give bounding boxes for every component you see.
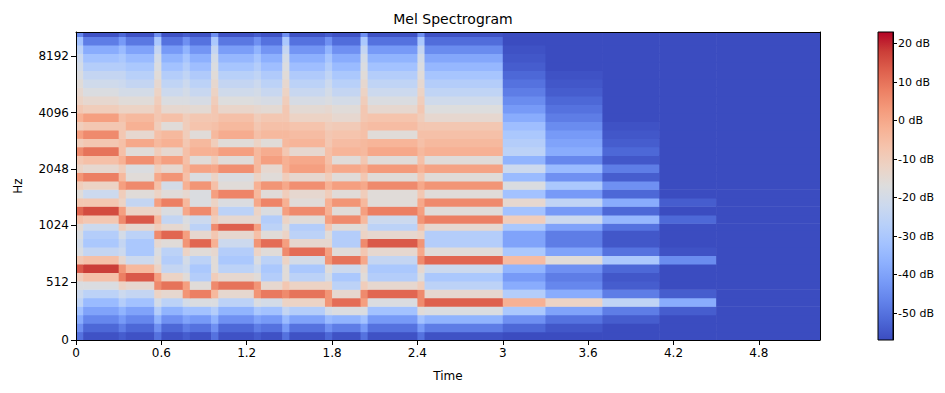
svg-text:-50 dB: -50 dB bbox=[898, 307, 934, 320]
svg-text:Time: Time bbox=[432, 369, 462, 383]
svg-text:0: 0 bbox=[72, 346, 80, 360]
svg-text:4096: 4096 bbox=[38, 106, 69, 120]
svg-text:20 dB: 20 dB bbox=[898, 37, 930, 50]
svg-text:-10 dB: -10 dB bbox=[898, 153, 934, 166]
svg-text:8192: 8192 bbox=[38, 49, 69, 63]
svg-text:4.2: 4.2 bbox=[664, 346, 683, 360]
svg-text:0 dB: 0 dB bbox=[898, 114, 923, 127]
svg-text:2.4: 2.4 bbox=[408, 346, 427, 360]
svg-text:-40 dB: -40 dB bbox=[898, 268, 934, 281]
svg-text:1024: 1024 bbox=[38, 218, 69, 232]
svg-text:0.6: 0.6 bbox=[152, 346, 171, 360]
svg-text:512: 512 bbox=[46, 275, 69, 289]
svg-text:1.2: 1.2 bbox=[237, 346, 256, 360]
svg-text:10 dB: 10 dB bbox=[898, 76, 930, 89]
svg-text:Hz: Hz bbox=[11, 178, 25, 193]
svg-text:4.8: 4.8 bbox=[749, 346, 768, 360]
svg-text:3.6: 3.6 bbox=[579, 346, 598, 360]
svg-text:-30 dB: -30 dB bbox=[898, 230, 934, 243]
svg-text:2048: 2048 bbox=[38, 162, 69, 176]
svg-text:-20 dB: -20 dB bbox=[898, 191, 934, 204]
svg-text:1.8: 1.8 bbox=[323, 346, 342, 360]
svg-text:Mel Spectrogram: Mel Spectrogram bbox=[393, 11, 512, 27]
svg-text:0: 0 bbox=[61, 333, 69, 347]
svg-text:3: 3 bbox=[499, 346, 507, 360]
